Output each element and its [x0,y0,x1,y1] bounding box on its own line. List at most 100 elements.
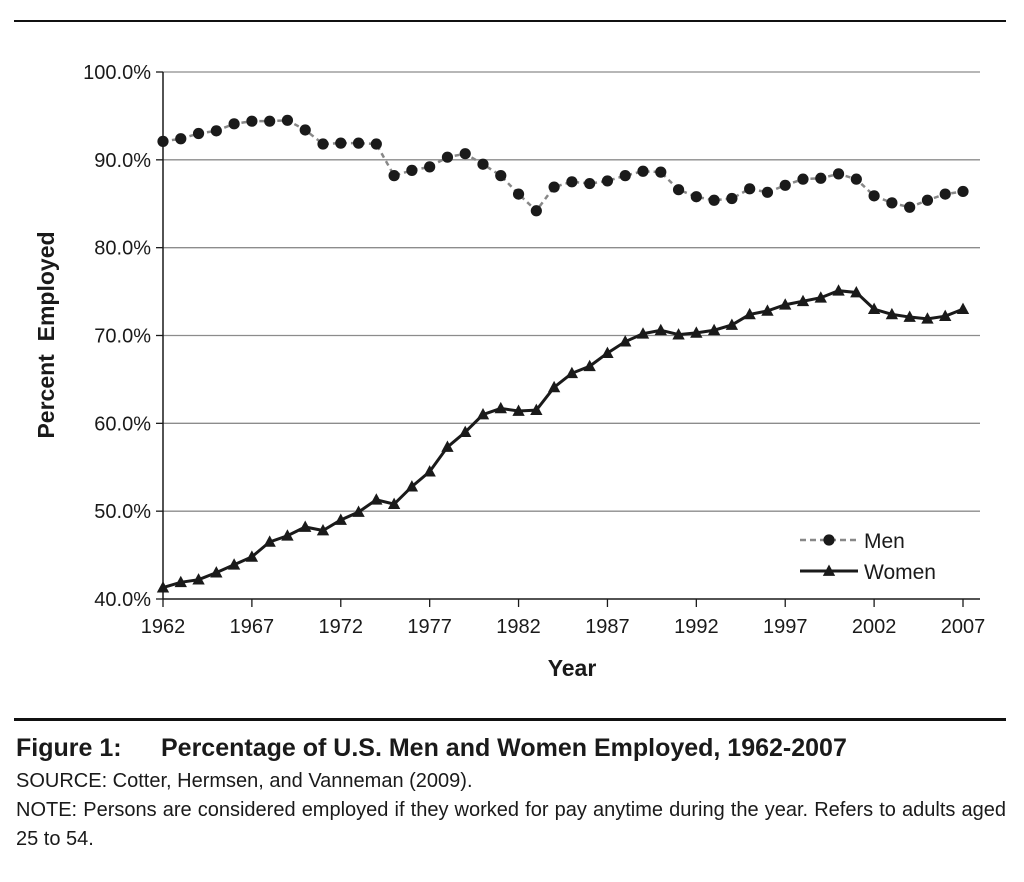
women-point [636,327,650,339]
y-tick-label: 70.0% [94,326,151,348]
men-point [388,170,400,182]
women-point [210,566,223,578]
legend-men-label: Men [864,530,905,553]
men-point [868,190,880,202]
legend-women-label: Women [864,561,936,584]
women-point [832,284,845,296]
women-point [299,520,312,532]
men-point [299,124,311,136]
men-point [335,137,347,149]
men-point [192,127,205,140]
legend-men-marker [823,534,835,546]
men-point [477,158,489,170]
women-point [690,326,703,338]
women-point [530,403,543,416]
line-chart: 40.0% 50.0% 60.0% 70.0% 80.0% 90.0% 100.0% 196… [33,62,986,681]
men-point [850,173,862,185]
men-point [761,186,774,198]
x-tick-label: 1967 [230,616,275,638]
women-point [423,465,436,477]
men-point [406,164,418,176]
men-point [619,170,631,182]
x-axis-label: Year [548,655,597,681]
figure-note: NOTE: Persons are considered employed if… [16,799,1006,850]
women-point [707,323,721,336]
women-point [565,366,579,379]
men-point [779,179,791,191]
men-point [708,194,720,206]
women-point [263,535,276,547]
figure-title-line: Figure 1: Percentage of U.S. Men and Wome… [16,734,1006,763]
y-tick-label: 90.0% [94,150,151,172]
men-point [495,170,507,182]
x-tick-label: 1997 [763,616,808,638]
x-tick-label: 1977 [407,616,452,638]
y-tick-label: 40.0% [94,589,151,611]
men-point [530,205,542,217]
women-point [441,440,454,452]
men-point [157,135,169,147]
women-point [921,312,934,324]
men-point [672,184,685,196]
men-point [637,165,649,177]
men-point [424,161,436,173]
men-point [957,185,969,198]
y-axis-label: Percent Employed [33,231,59,438]
women-line [162,289,964,590]
x-tick-label: 1972 [319,616,364,638]
men-point [281,114,294,126]
x-tick-label: 1992 [674,616,719,638]
women-point [814,291,827,303]
men-point [210,125,222,137]
men-point [584,177,596,190]
women-point [619,335,632,347]
series-women [156,284,970,593]
women-point [796,294,810,307]
x-tick-label: 1987 [585,616,630,638]
men-point [904,201,916,213]
women-point [547,380,561,393]
top-rule [14,20,1006,22]
women-point [601,346,614,358]
women-point [245,550,259,562]
women-point [512,404,525,416]
men-point [832,168,845,180]
x-tick-label: 2002 [852,616,897,638]
women-point [867,302,881,315]
women-point [227,558,241,570]
women-point [850,285,863,298]
women-point [334,513,347,525]
men-point [459,148,471,160]
men-point [246,115,258,127]
women-point [352,505,365,517]
x-tick-labels: 1962 1967 1972 1977 1982 1987 1992 1997 2002 2007 [141,616,986,638]
women-point [459,425,472,437]
men-point [566,176,578,188]
women-point [725,318,739,330]
figure-source: SOURCE: Cotter, Hermsen, and Vanneman (2… [16,770,473,792]
caption-rule [14,718,1006,721]
figure-caption: Figure 1: Percentage of U.S. Men and Wome… [16,734,1006,854]
women-point [779,298,792,310]
women-point [192,573,205,585]
y-tick-labels: 40.0% 50.0% 60.0% 70.0% 80.0% 90.0% 100.0% [83,62,151,611]
men-point [921,194,934,206]
men-point [726,192,738,205]
y-tick-label: 80.0% [94,238,151,260]
women-point [939,309,952,322]
figure-title: Percentage of U.S. Men and Women Employe… [161,734,847,762]
men-point [797,173,809,185]
women-point [956,302,970,315]
gridlines [163,71,980,512]
men-point [370,138,382,150]
x-tick-label: 1982 [496,616,541,638]
women-point [761,304,774,316]
y-tick-label: 100.0% [83,62,151,84]
men-point [939,188,951,200]
men-point [601,175,614,187]
series-men [157,114,969,217]
x-tick-label: 1962 [141,616,186,638]
x-tick-label: 2007 [941,616,986,638]
women-point [494,401,507,414]
women-point [174,575,187,588]
